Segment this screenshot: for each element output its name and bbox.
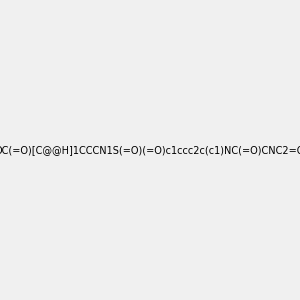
Text: OC(=O)[C@@H]1CCCN1S(=O)(=O)c1ccc2c(c1)NC(=O)CNC2=O: OC(=O)[C@@H]1CCCN1S(=O)(=O)c1ccc2c(c1)NC… xyxy=(0,145,300,155)
